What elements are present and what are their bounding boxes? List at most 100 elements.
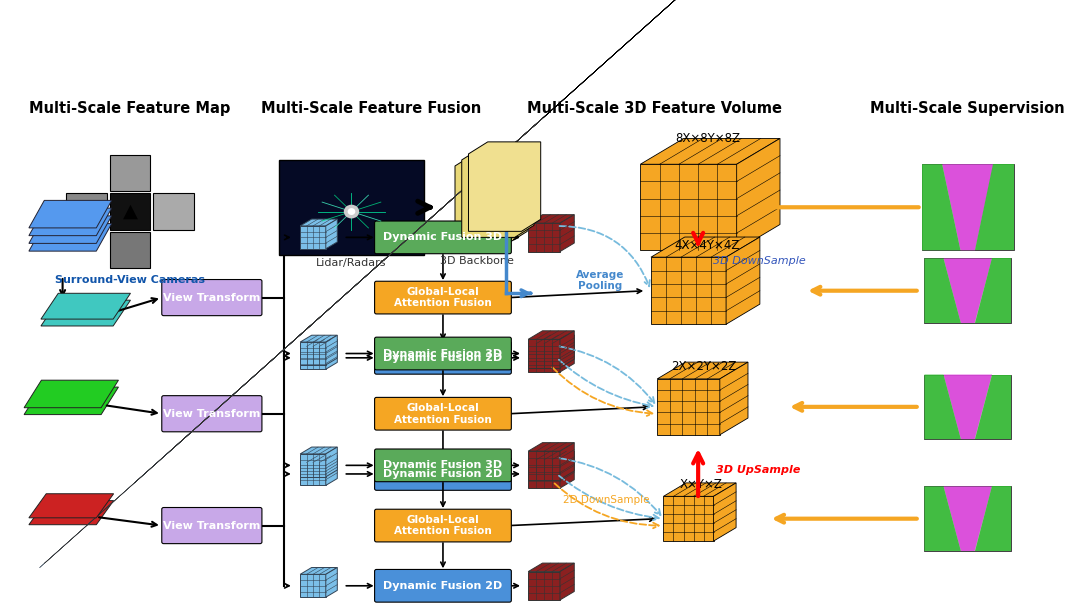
Polygon shape [651,257,726,324]
Polygon shape [24,380,119,408]
Polygon shape [560,451,574,488]
Polygon shape [300,454,326,477]
Polygon shape [462,148,534,238]
Polygon shape [974,487,1011,551]
Polygon shape [300,456,338,463]
Text: Dynamic Fusion 3D: Dynamic Fusion 3D [383,349,503,359]
Polygon shape [943,259,992,323]
Text: Lidar/Radars: Lidar/Radars [316,258,386,268]
Polygon shape [29,216,112,244]
Polygon shape [468,142,541,232]
Polygon shape [529,563,574,572]
Polygon shape [326,447,338,477]
Polygon shape [300,574,326,597]
Text: Multi-Scale Feature Fusion: Multi-Scale Feature Fusion [261,101,481,116]
Polygon shape [110,232,150,268]
Polygon shape [529,339,560,368]
Text: Global-Local
Attention Fusion: Global-Local Attention Fusion [394,403,492,425]
Polygon shape [529,451,574,459]
FancyBboxPatch shape [162,396,262,432]
Text: Multi-Scale Feature Map: Multi-Scale Feature Map [29,101,231,116]
Polygon shape [529,451,560,479]
Polygon shape [300,342,326,365]
Polygon shape [300,567,338,574]
Polygon shape [529,443,574,451]
Polygon shape [529,459,560,488]
Polygon shape [560,443,574,479]
Polygon shape [29,208,112,236]
Polygon shape [455,154,528,244]
FancyBboxPatch shape [162,280,262,315]
Polygon shape [640,139,780,164]
FancyBboxPatch shape [374,341,511,374]
Text: Dynamic Fusion 2D: Dynamic Fusion 2D [383,353,503,363]
Text: Global-Local
Attention Fusion: Global-Local Attention Fusion [394,515,492,537]
Text: View Transform: View Transform [163,292,260,303]
Polygon shape [974,374,1011,439]
Polygon shape [41,300,131,326]
Polygon shape [974,259,1011,323]
Polygon shape [29,224,112,251]
Text: Global-Local
Attention Fusion: Global-Local Attention Fusion [394,287,492,308]
Polygon shape [664,483,736,496]
Polygon shape [560,335,574,372]
Polygon shape [326,219,338,249]
FancyBboxPatch shape [374,221,511,254]
Text: Dynamic Fusion 3D: Dynamic Fusion 3D [383,232,503,242]
Text: View Transform: View Transform [163,520,260,531]
Polygon shape [943,487,992,551]
Polygon shape [657,379,720,435]
Polygon shape [300,463,326,485]
Text: X×Y×Z: X×Y×Z [680,478,723,491]
Polygon shape [326,335,338,365]
Text: Multi-Scale 3D Feature Volume: Multi-Scale 3D Feature Volume [528,101,782,116]
Polygon shape [923,164,1013,250]
Polygon shape [529,572,560,600]
Polygon shape [326,339,338,369]
Polygon shape [657,362,748,379]
FancyBboxPatch shape [374,397,511,430]
Polygon shape [326,456,338,485]
Polygon shape [110,155,150,191]
Polygon shape [529,331,574,339]
Polygon shape [664,496,713,541]
Text: Dynamic Fusion 3D: Dynamic Fusion 3D [383,460,503,470]
Polygon shape [326,567,338,597]
Text: Surround-View Cameras: Surround-View Cameras [55,276,205,285]
Polygon shape [925,487,1011,551]
Polygon shape [651,237,760,257]
Text: 4X×4Y×4Z: 4X×4Y×4Z [674,239,740,251]
Circle shape [344,204,359,218]
Polygon shape [925,259,1011,323]
Polygon shape [300,346,326,369]
Polygon shape [29,500,113,525]
Polygon shape [110,194,150,230]
Polygon shape [560,331,574,368]
Polygon shape [153,194,193,230]
Polygon shape [529,215,574,223]
Polygon shape [720,362,748,435]
Polygon shape [975,164,1013,250]
Polygon shape [925,374,1011,439]
Polygon shape [279,160,424,254]
Polygon shape [300,339,338,346]
Polygon shape [942,164,994,250]
FancyBboxPatch shape [374,449,511,482]
Polygon shape [29,200,112,228]
Text: 3D DownSample: 3D DownSample [713,256,806,266]
Text: Average
Pooling: Average Pooling [576,270,624,291]
Polygon shape [29,494,113,518]
Text: 3D Backbone: 3D Backbone [440,256,514,267]
FancyBboxPatch shape [374,509,511,542]
Text: 3D UpSample: 3D UpSample [716,465,801,475]
Text: Dynamic Fusion 2D: Dynamic Fusion 2D [383,581,503,591]
Polygon shape [529,344,560,372]
FancyBboxPatch shape [374,337,511,370]
Polygon shape [925,487,960,551]
Polygon shape [529,223,560,251]
Polygon shape [41,293,131,319]
Polygon shape [67,194,107,230]
FancyBboxPatch shape [374,281,511,314]
Polygon shape [300,226,326,249]
FancyBboxPatch shape [374,458,511,490]
